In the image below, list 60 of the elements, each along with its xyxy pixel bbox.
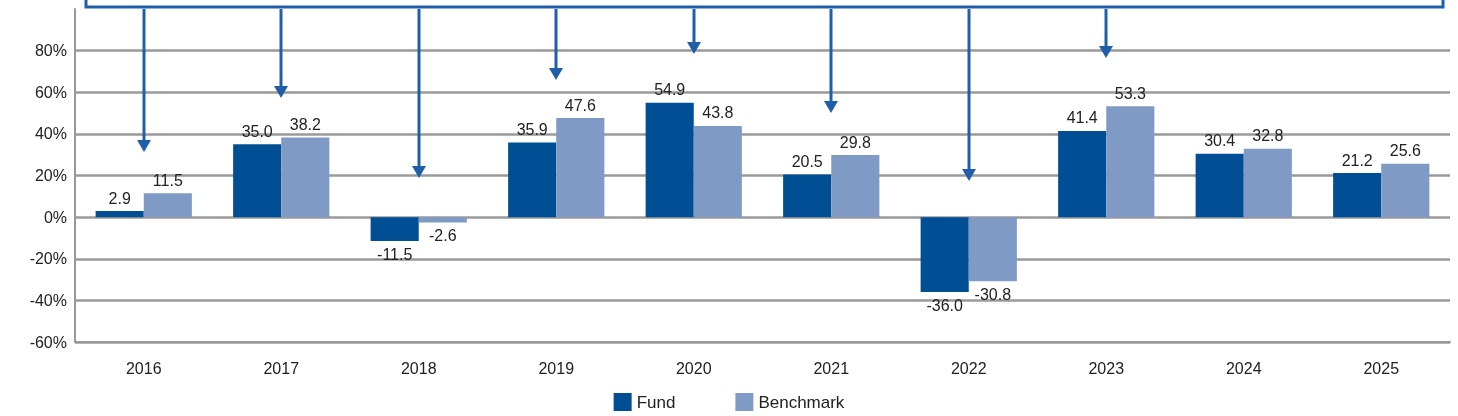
x-tick-label: 2025 <box>1363 359 1400 377</box>
bar <box>1243 148 1292 218</box>
x-tick-label: 2019 <box>538 359 575 377</box>
y-tick-label: -40% <box>29 291 67 309</box>
bar <box>1333 173 1382 218</box>
y-tick-label: -20% <box>29 250 67 268</box>
bar <box>418 217 467 223</box>
data-label: 2.9 <box>108 189 131 207</box>
legend-label: Benchmark <box>758 392 845 412</box>
data-label: 30.4 <box>1204 132 1236 150</box>
data-label: -36.0 <box>926 296 964 314</box>
x-tick-label: 2017 <box>263 359 300 377</box>
data-label: -2.6 <box>429 227 457 245</box>
data-label: 54.9 <box>654 81 686 99</box>
data-label: 20.5 <box>791 152 823 170</box>
x-tick-label: 2024 <box>1225 359 1262 377</box>
bar <box>783 174 832 218</box>
data-label: 29.8 <box>839 133 871 151</box>
data-label: 35.0 <box>241 122 273 140</box>
data-label: 38.2 <box>289 116 321 134</box>
y-tick-label: 20% <box>34 167 67 184</box>
bar <box>1058 130 1107 218</box>
x-tick-label: 2021 <box>813 359 850 377</box>
bar <box>233 144 282 218</box>
legend-label: Fund <box>636 392 676 412</box>
data-label: 32.8 <box>1252 127 1284 145</box>
data-label: -30.8 <box>974 285 1012 303</box>
bar <box>693 125 742 218</box>
data-label: 43.8 <box>702 104 734 122</box>
bar <box>920 217 969 293</box>
data-label: -11.5 <box>377 245 413 263</box>
bar <box>1106 106 1155 218</box>
bar <box>143 193 192 218</box>
data-label: 21.2 <box>1341 151 1373 169</box>
data-label: 35.9 <box>516 120 548 138</box>
y-tick-label: 60% <box>34 83 67 101</box>
y-tick-label: -60% <box>29 333 67 351</box>
data-label: 25.6 <box>1389 142 1421 160</box>
bar <box>645 102 694 218</box>
x-tick-label: 2020 <box>675 359 712 377</box>
bar <box>95 211 144 218</box>
bar <box>281 137 330 218</box>
x-tick-label: 2018 <box>400 359 437 377</box>
y-tick-label: 40% <box>34 125 67 143</box>
bar <box>831 155 880 218</box>
bar <box>508 142 557 218</box>
bar <box>1195 153 1244 218</box>
x-tick-label: 2016 <box>125 359 162 377</box>
data-label: 47.6 <box>564 96 596 114</box>
y-tick-label: 0% <box>43 208 67 226</box>
data-label: 41.4 <box>1066 109 1098 127</box>
bar <box>968 217 1017 282</box>
data-label: 53.3 <box>1114 84 1146 102</box>
bar <box>1381 163 1430 218</box>
x-tick-label: 2023 <box>1088 359 1125 377</box>
y-tick-label: 80% <box>34 42 67 60</box>
bar <box>556 118 605 218</box>
bar <box>370 217 419 242</box>
data-label: 11.5 <box>152 171 183 189</box>
x-tick-label: 2022 <box>950 359 987 377</box>
